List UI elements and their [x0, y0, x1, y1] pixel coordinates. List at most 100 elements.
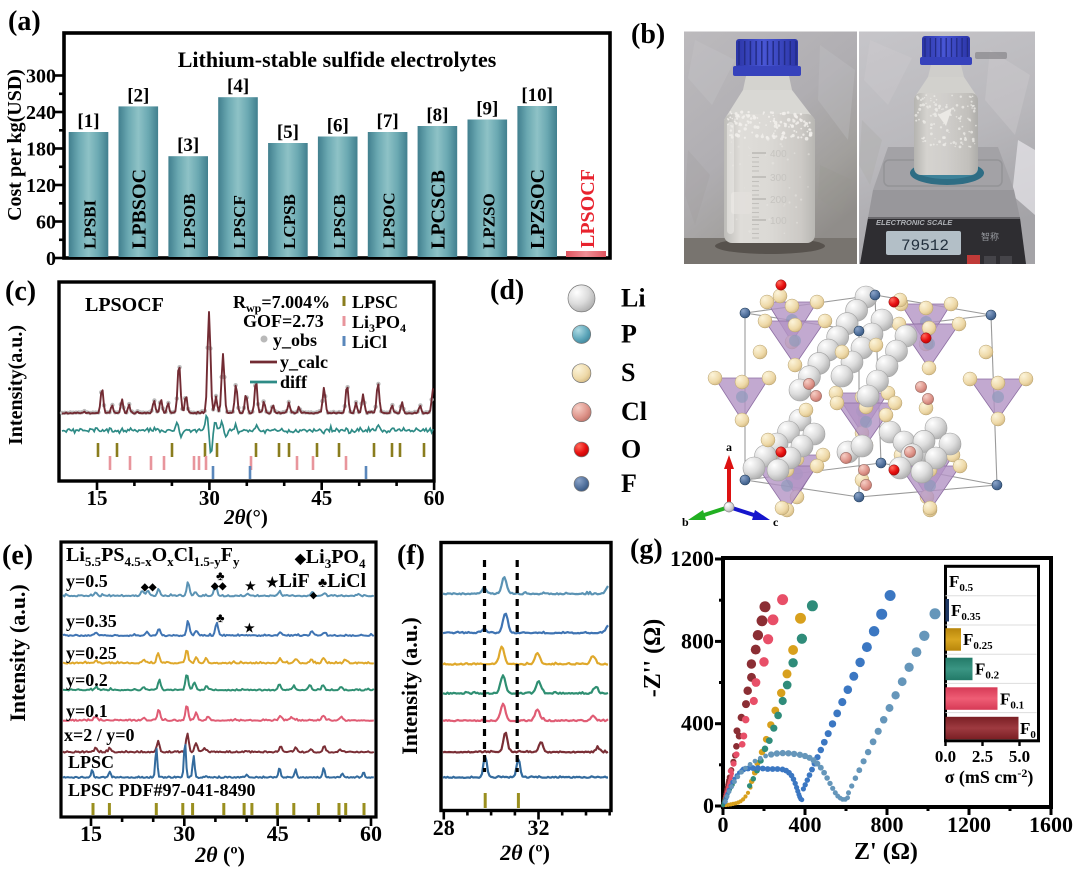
svg-text:c: c	[773, 515, 779, 529]
svg-text:b: b	[682, 515, 689, 529]
svg-text:y=0.1: y=0.1	[66, 701, 108, 721]
svg-text:0: 0	[46, 248, 56, 270]
svg-text:32: 32	[528, 815, 550, 840]
svg-text:15: 15	[87, 486, 108, 510]
svg-text:Li: Li	[621, 283, 646, 312]
svg-text:LPSOCF: LPSOCF	[85, 294, 164, 316]
svg-text:♣LiCl: ♣LiCl	[318, 570, 367, 592]
svg-text:LPSBI: LPSBI	[81, 199, 100, 249]
svg-text:(d): (d)	[490, 275, 524, 306]
svg-text:[3]: [3]	[177, 135, 199, 156]
svg-text:y=0.35: y=0.35	[66, 611, 117, 631]
svg-text:a: a	[726, 440, 732, 454]
svg-text:LPSCF: LPSCF	[230, 195, 249, 249]
svg-text:S: S	[621, 358, 635, 387]
svg-text:◆: ◆	[309, 590, 318, 600]
svg-text:Intensity (a.u.): Intensity (a.u.)	[5, 584, 30, 722]
svg-text:(e): (e)	[2, 540, 33, 571]
svg-text:(b): (b)	[631, 19, 665, 50]
svg-text:1200: 1200	[947, 812, 991, 837]
svg-text:LPSOC: LPSOC	[380, 192, 399, 249]
svg-text:♣: ♣	[216, 610, 225, 625]
svg-text:800: 800	[871, 812, 904, 837]
svg-text:O: O	[621, 435, 641, 464]
svg-text:F: F	[621, 469, 637, 498]
svg-text:◆◆: ◆◆	[210, 581, 227, 592]
svg-text:0: 0	[718, 812, 729, 837]
svg-text:LPSCB: LPSCB	[330, 194, 349, 249]
svg-text:400: 400	[770, 149, 787, 160]
svg-text:[1]: [1]	[77, 111, 99, 132]
svg-text:★: ★	[245, 579, 256, 593]
svg-text:800: 800	[681, 628, 714, 653]
svg-text:Li5.5PS4.5-xOxCl1.5-yFy: Li5.5PS4.5-xOxCl1.5-yFy	[66, 544, 240, 569]
svg-text:y=0.25: y=0.25	[66, 643, 117, 663]
svg-text:[7]: [7]	[377, 111, 399, 132]
svg-text:y=0.2: y=0.2	[66, 670, 108, 690]
svg-text:LPSOB: LPSOB	[180, 193, 199, 249]
svg-text:σ (mS cm-2): σ (mS cm-2)	[945, 766, 1034, 788]
svg-text:LPCSCB: LPCSCB	[427, 170, 449, 249]
svg-text:Cost per kg(USD): Cost per kg(USD)	[4, 69, 26, 221]
svg-text:LPSC PDF#97-041-8490: LPSC PDF#97-041-8490	[68, 780, 256, 800]
svg-text:P: P	[621, 319, 637, 348]
svg-text:60: 60	[36, 212, 56, 234]
svg-text:LPSC: LPSC	[68, 752, 114, 772]
svg-text:300: 300	[26, 66, 56, 88]
svg-text:LPSC: LPSC	[352, 292, 398, 312]
svg-text:30: 30	[199, 486, 220, 510]
svg-text:(f): (f)	[397, 540, 425, 571]
svg-text:45: 45	[311, 486, 332, 510]
svg-text:Lithium-stable sulfide electro: Lithium-stable sulfide electrolytes	[178, 47, 497, 72]
svg-text:LPZSO: LPZSO	[479, 193, 498, 249]
svg-text:y=0.5: y=0.5	[66, 571, 108, 591]
svg-text:[6]: [6]	[327, 116, 349, 137]
svg-text:300: 300	[770, 173, 787, 184]
svg-text:LiCl: LiCl	[352, 332, 387, 352]
svg-text:2θ(°): 2θ(°)	[223, 505, 268, 529]
svg-text:diff: diff	[280, 372, 308, 392]
svg-text:★: ★	[244, 621, 255, 635]
svg-text:[10]: [10]	[521, 85, 553, 106]
svg-text:200: 200	[770, 195, 787, 206]
svg-text:1600: 1600	[1029, 812, 1073, 837]
svg-text:400: 400	[681, 711, 714, 736]
svg-text:★LiF: ★LiF	[266, 570, 310, 592]
svg-text:[2]: [2]	[127, 85, 149, 106]
svg-text:(c): (c)	[5, 276, 36, 307]
svg-text:-Z'' (Ω): -Z'' (Ω)	[640, 619, 666, 698]
svg-text:♣: ♣	[216, 568, 225, 583]
svg-text:60: 60	[424, 486, 445, 510]
svg-text:Z' (Ω): Z' (Ω)	[854, 839, 918, 865]
svg-text:(g): (g)	[630, 534, 663, 565]
svg-text:[5]: [5]	[277, 122, 299, 143]
svg-text:2θ (º): 2θ (º)	[499, 840, 550, 865]
svg-text:y_obs: y_obs	[273, 330, 317, 350]
svg-text:120: 120	[26, 175, 56, 197]
svg-text:180: 180	[26, 139, 56, 161]
svg-text:Li3PO4: Li3PO4	[352, 312, 406, 335]
svg-text:[9]: [9]	[476, 99, 498, 120]
svg-text:[4]: [4]	[227, 76, 249, 97]
svg-text:5.0: 5.0	[1009, 747, 1030, 766]
svg-text:Intensity (a.u.): Intensity (a.u.)	[400, 617, 422, 755]
svg-text:45: 45	[267, 821, 289, 846]
svg-text:28: 28	[433, 815, 455, 840]
svg-text:LCPSB: LCPSB	[280, 194, 299, 249]
svg-text:0: 0	[703, 793, 714, 818]
svg-text:LPBSOC: LPBSOC	[128, 169, 150, 249]
svg-text:100: 100	[770, 216, 787, 227]
svg-text:60: 60	[360, 821, 382, 846]
svg-text:1200: 1200	[670, 546, 714, 571]
svg-text:30: 30	[173, 821, 195, 846]
svg-text:LPZSOC: LPZSOC	[527, 169, 549, 249]
svg-text:GOF=2.73: GOF=2.73	[243, 311, 324, 331]
svg-text:◆Li3PO4: ◆Li3PO4	[294, 546, 366, 571]
svg-text:[8]: [8]	[426, 105, 448, 126]
svg-text:2θ (º): 2θ (º)	[194, 842, 245, 867]
svg-text:y_calc: y_calc	[280, 352, 328, 372]
svg-text:◆◆: ◆◆	[140, 582, 157, 593]
svg-text:ELECTRONIC SCALE: ELECTRONIC SCALE	[876, 218, 953, 227]
svg-text:79512: 79512	[901, 237, 949, 255]
svg-text:智称: 智称	[981, 231, 999, 242]
